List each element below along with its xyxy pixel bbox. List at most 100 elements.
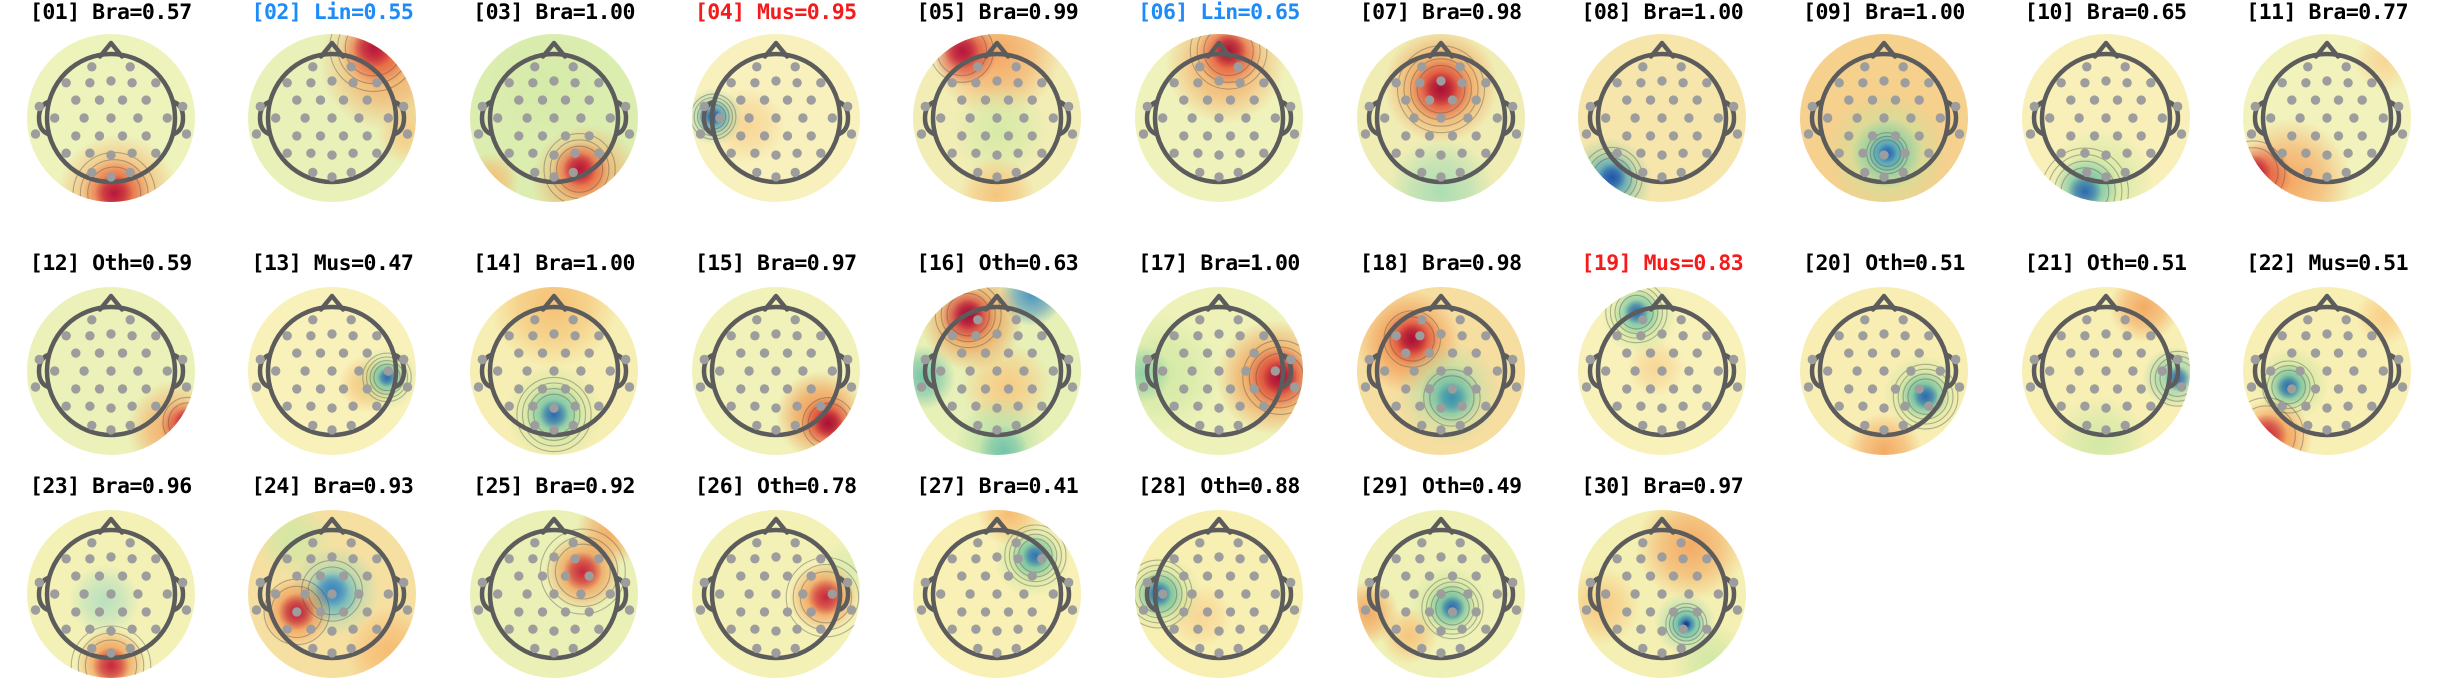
electrode-dots (1582, 537, 1743, 658)
topomap (1784, 268, 1984, 472)
topomap-svg (691, 34, 860, 202)
topomap-svg (1134, 509, 1303, 678)
head-outline (258, 40, 407, 185)
electrode-dots (1582, 315, 1743, 435)
component-title: [06] Lin=0.65 (1138, 0, 1300, 25)
topomap (1562, 15, 1762, 219)
topomap (454, 491, 654, 695)
nose (319, 294, 346, 313)
component-title: [09] Bra=1.00 (1803, 0, 1965, 25)
nose (762, 40, 789, 59)
component-title: [17] Bra=1.00 (1138, 251, 1300, 277)
ica-component-06: [06] Lin=0.65 (1108, 0, 1330, 222)
ica-component-22: [22] Mus=0.51 (2216, 222, 2438, 456)
ica-component-24: [24] Bra=0.93 (222, 445, 444, 678)
head-outline (479, 294, 629, 438)
nose (1205, 294, 1233, 313)
topomap (1119, 491, 1319, 695)
topomap (11, 268, 211, 472)
component-title: [10] Bra=0.65 (2024, 0, 2187, 25)
topomap (2006, 268, 2206, 472)
topomap-svg (248, 287, 417, 456)
component-title: [28] Oth=0.88 (1138, 473, 1300, 499)
topomap (454, 268, 654, 472)
component-title: [18] Bra=0.98 (1359, 251, 1522, 277)
topomap (897, 491, 1097, 695)
ica-component-13: [13] Mus=0.47 (222, 222, 444, 456)
electrode-dots (30, 315, 191, 435)
electrode-dots (252, 62, 413, 182)
ica-component-15: [15] Bra=0.97 (665, 222, 887, 456)
electrode-dots (473, 315, 635, 435)
topomap-svg (1356, 34, 1525, 202)
ica-component-30: [30] Bra=0.97 (1551, 445, 1773, 678)
topomap (1562, 268, 1762, 472)
electrode-dots (252, 315, 413, 435)
topomap (1562, 491, 1762, 695)
component-title: [23] Bra=0.96 (29, 473, 192, 499)
electrode-dots (2246, 62, 2408, 182)
topomap (676, 15, 876, 219)
electrode-dots (2025, 315, 2186, 435)
ica-component-07: [07] Bra=0.98 (1330, 0, 1552, 222)
component-title: [07] Bra=0.98 (1359, 0, 1522, 25)
electrode-dots (695, 62, 856, 182)
component-title: [24] Bra=0.93 (251, 473, 414, 499)
topomap (897, 15, 1097, 219)
nose (762, 516, 789, 535)
topomap-svg (2021, 287, 2190, 456)
ica-component-12: [12] Oth=0.59 (0, 222, 222, 456)
nose (1649, 294, 1676, 313)
electrode-dots (1803, 62, 1965, 182)
nose (540, 516, 568, 535)
nose (97, 40, 125, 59)
nose (984, 516, 1011, 535)
component-title: [12] Oth=0.59 (29, 251, 192, 277)
ica-component-23: [23] Bra=0.96 (0, 445, 222, 678)
ica-component-03: [03] Bra=1.00 (443, 0, 665, 222)
component-title: [25] Bra=0.92 (473, 473, 635, 499)
ica-component-16: [16] Oth=0.63 (887, 222, 1109, 456)
electrode-dots (252, 537, 413, 658)
nose (1649, 40, 1676, 59)
topomap-svg (2243, 34, 2412, 202)
component-title: [29] Oth=0.49 (1359, 473, 1522, 499)
ica-component-01: [01] Bra=0.57 (0, 0, 222, 222)
component-title: [22] Mus=0.51 (2246, 251, 2409, 277)
topomap-svg (248, 509, 417, 678)
topomap-svg (1578, 509, 1747, 678)
nose (2313, 40, 2341, 59)
nose (984, 40, 1011, 59)
component-title: [30] Bra=0.97 (1581, 473, 1744, 499)
topomap-svg (26, 34, 195, 202)
nose (319, 40, 346, 59)
topomap (676, 491, 876, 695)
electrode-dots (1360, 315, 1521, 435)
topomap-svg (913, 287, 1082, 456)
topomap (2006, 15, 2206, 219)
topomap (232, 491, 432, 695)
electrode-dots (695, 537, 856, 658)
electrode-dots (917, 62, 1078, 182)
nose (1870, 294, 1898, 313)
nose (984, 294, 1011, 313)
nose (97, 516, 125, 535)
topomap-svg (470, 34, 639, 202)
topomap-svg (1356, 287, 1525, 456)
topomap (897, 268, 1097, 472)
topomap (454, 15, 654, 219)
topomap-svg (2021, 34, 2190, 202)
electrode-dots (30, 62, 191, 182)
topomap (2227, 268, 2427, 472)
ica-component-21: [21] Oth=0.51 (1995, 222, 2217, 456)
ica-component-04: [04] Mus=0.95 (665, 0, 887, 222)
ica-component-05: [05] Bra=0.99 (887, 0, 1109, 222)
nose (1649, 516, 1676, 535)
topomap (1784, 15, 1984, 219)
component-title: [14] Bra=1.00 (473, 251, 635, 277)
topomap (232, 268, 432, 472)
topomap-svg (913, 509, 1082, 678)
nose (2092, 294, 2119, 313)
component-title: [05] Bra=0.99 (916, 0, 1079, 25)
ica-component-29: [29] Oth=0.49 (1330, 445, 1552, 678)
